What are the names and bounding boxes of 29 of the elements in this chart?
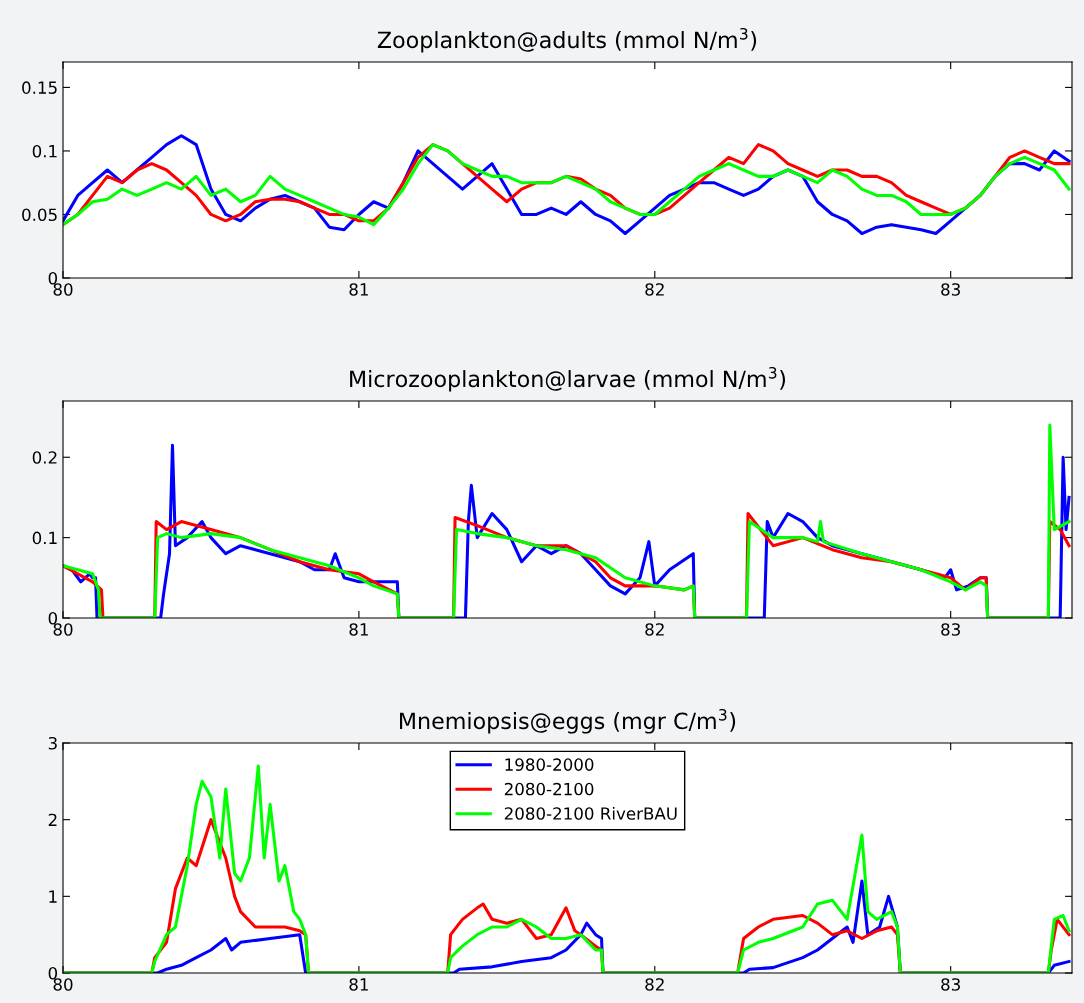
y-tick-label: 0 xyxy=(48,966,58,980)
x-tick-label: 81 xyxy=(349,978,368,991)
y-tick-label: 3 xyxy=(48,736,57,750)
legend-label: 2080-2100 xyxy=(504,782,594,796)
x-tick-label: 82 xyxy=(645,623,664,636)
x-tick-label: 81 xyxy=(349,283,368,296)
y-tick-label: 0.1 xyxy=(32,144,57,158)
y-tick-label: 0.05 xyxy=(22,208,57,222)
x-tick-label: 82 xyxy=(645,978,664,991)
x-tick-label: 80 xyxy=(53,978,73,991)
x-tick-label: 80 xyxy=(53,283,73,296)
y-tick-label: 0.1 xyxy=(32,531,57,545)
x-tick-label: 83 xyxy=(941,283,960,296)
y-tick-label: 0 xyxy=(48,271,58,285)
chart-title: Zooplankton@adults (mmol N/m$^{3}$) xyxy=(377,27,757,53)
y-tick-label: 2 xyxy=(48,813,57,826)
x-tick-label: 83 xyxy=(941,623,960,636)
x-tick-label: 80 xyxy=(53,623,73,636)
chart-title: Mnemiopsis@eggs (mgr C/m$^{3}$) xyxy=(400,708,736,734)
x-tick-label: 83 xyxy=(941,978,960,991)
y-tick-label: 0.15 xyxy=(22,81,57,94)
y-tick-label: 1 xyxy=(49,890,57,903)
chart-title: Microzooplankton@larvae (mmol N/m$^{3}$) xyxy=(350,366,786,392)
x-tick-label: 82 xyxy=(645,283,664,296)
x-tick-label: 81 xyxy=(349,623,368,636)
legend-label: 2080-2100 RiverBAU xyxy=(504,806,677,820)
y-tick-label: 0.2 xyxy=(32,451,57,464)
y-tick-label: 0 xyxy=(48,611,58,625)
legend-label: 1980-2000 xyxy=(505,758,594,771)
